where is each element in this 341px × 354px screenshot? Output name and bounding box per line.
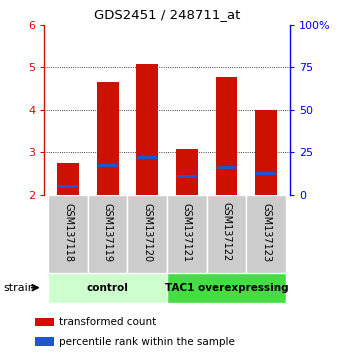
Bar <box>97 82 119 195</box>
Bar <box>136 64 158 195</box>
Bar <box>216 76 237 195</box>
Bar <box>35 337 54 346</box>
Bar <box>177 175 197 178</box>
Bar <box>57 163 79 195</box>
Bar <box>128 195 167 273</box>
Bar <box>246 195 286 273</box>
Bar <box>207 195 246 273</box>
Bar <box>98 164 118 167</box>
Bar <box>217 166 236 169</box>
Bar <box>48 273 167 303</box>
Text: GSM137120: GSM137120 <box>142 202 152 262</box>
Bar <box>255 110 277 195</box>
Text: GSM137121: GSM137121 <box>182 202 192 262</box>
Text: GSM137118: GSM137118 <box>63 202 73 262</box>
Bar <box>167 273 286 303</box>
Text: control: control <box>87 282 129 293</box>
Text: GSM137119: GSM137119 <box>103 202 113 262</box>
Bar <box>137 156 157 159</box>
Bar <box>256 172 276 175</box>
Bar <box>88 195 128 273</box>
Text: percentile rank within the sample: percentile rank within the sample <box>59 337 235 347</box>
Bar <box>167 195 207 273</box>
Text: strain: strain <box>3 282 35 293</box>
Bar <box>176 149 198 195</box>
Text: GSM137123: GSM137123 <box>261 202 271 262</box>
Text: TAC1 overexpressing: TAC1 overexpressing <box>165 282 288 293</box>
Text: GSM137122: GSM137122 <box>222 202 232 262</box>
Bar <box>35 318 54 326</box>
Bar <box>58 185 78 188</box>
Title: GDS2451 / 248711_at: GDS2451 / 248711_at <box>94 8 240 21</box>
Text: transformed count: transformed count <box>59 317 156 327</box>
Bar <box>48 195 88 273</box>
